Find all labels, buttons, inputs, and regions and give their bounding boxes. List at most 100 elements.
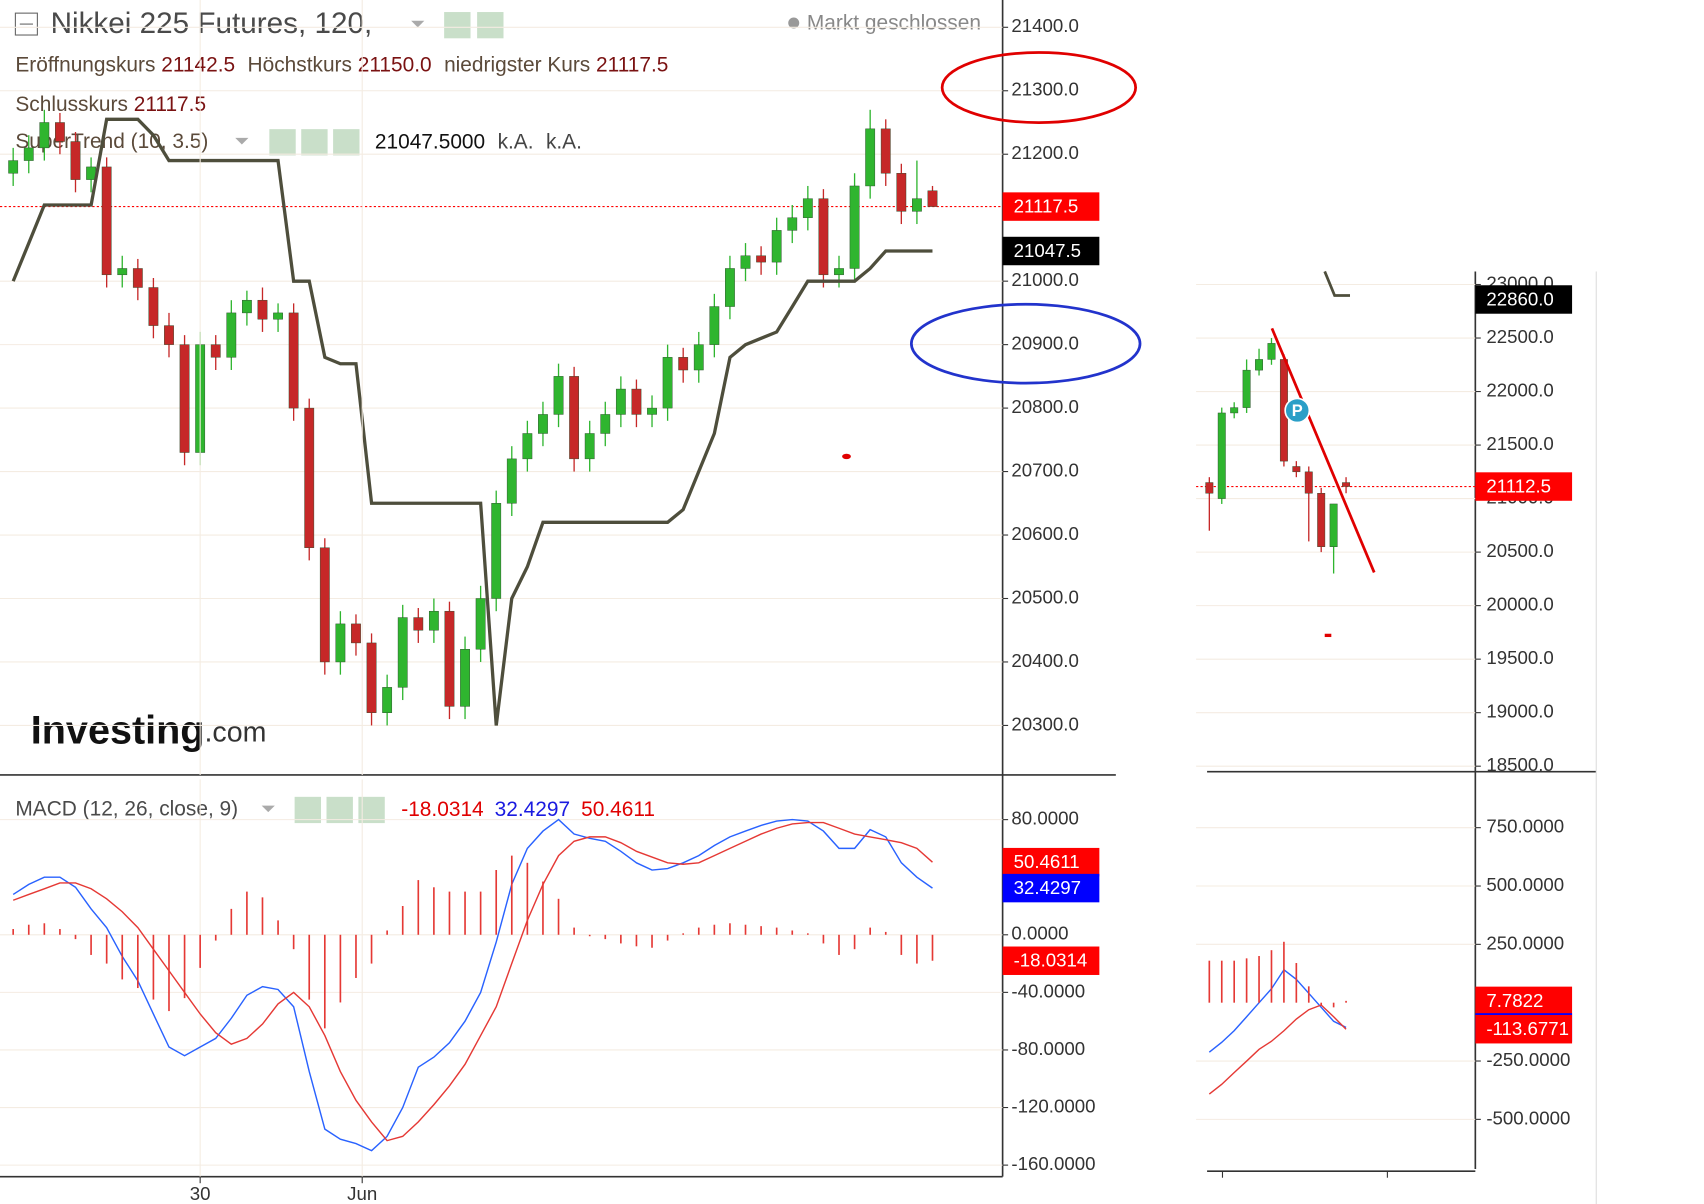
y-tick-label: -160.0000 xyxy=(1011,1153,1095,1174)
y-tick-label: 20500.0 xyxy=(1011,586,1078,607)
visibility-icon[interactable] xyxy=(294,796,322,824)
indicator-value: k.A. xyxy=(498,130,534,153)
y-tick-label: 250.0000 xyxy=(1486,932,1564,953)
indicator-line xyxy=(11,117,933,726)
legend-label: niedrigster Kurs xyxy=(444,53,590,76)
legend-value: 21142.5 xyxy=(161,53,235,76)
price-tag xyxy=(1475,986,1573,1016)
price-tag xyxy=(1002,236,1100,266)
price-tag xyxy=(1475,1014,1573,1044)
settings-icon[interactable] xyxy=(301,129,328,156)
y-tick-label: 19000.0 xyxy=(1486,701,1553,722)
candle-body xyxy=(257,299,268,320)
plots: 21400.0 21300.0 21200.0 21000.0 20900.0 20800… xyxy=(0,0,1573,1204)
indicator-value: -18.0314 xyxy=(401,797,483,820)
remove-icon[interactable] xyxy=(358,796,385,824)
candle-body xyxy=(70,141,81,180)
indicator-values: 21047.5000 k.A. k.A. xyxy=(375,130,582,153)
marker[interactable] xyxy=(1284,397,1311,424)
settings-icon[interactable] xyxy=(477,12,504,39)
candle-body xyxy=(1217,412,1226,499)
settings-icon[interactable] xyxy=(326,796,353,824)
candle-body xyxy=(397,617,408,688)
indicator-value: 21047.5000 xyxy=(375,130,485,153)
candle-body xyxy=(210,344,221,358)
market-status: Markt geschlossen xyxy=(807,12,981,35)
dropdown-arrow[interactable] xyxy=(411,20,425,28)
candle-body xyxy=(288,312,299,409)
series-line xyxy=(12,821,933,1142)
legend-value: 21150.0 xyxy=(358,53,432,76)
candle-body xyxy=(39,122,50,149)
y-tick-label: 20600.0 xyxy=(1011,523,1078,544)
y-tick-label: 22000.0 xyxy=(1486,379,1553,400)
candle-body xyxy=(506,458,517,504)
marker-label: P xyxy=(1292,402,1303,420)
visibility-icon[interactable] xyxy=(444,12,471,39)
y-tick-label: -500.0000 xyxy=(1486,1107,1570,1128)
y-tick-label: 20000.0 xyxy=(1486,594,1553,615)
y-tick-label: 500.0000 xyxy=(1486,874,1564,895)
candle-body xyxy=(802,198,813,218)
candle-body xyxy=(569,376,580,460)
y-tick-label: 20700.0 xyxy=(1011,460,1078,481)
y-tick-label: 18500.0 xyxy=(1486,754,1553,775)
candle-body xyxy=(1255,359,1263,371)
watermark-suffix: .com xyxy=(204,716,266,748)
candle-body xyxy=(491,503,502,599)
annotation-dot xyxy=(1324,633,1332,638)
candle-body xyxy=(538,414,548,434)
candle-body xyxy=(428,610,439,631)
series-line xyxy=(12,818,933,1152)
candle-body xyxy=(522,433,533,460)
annotation-ellipse xyxy=(909,302,1142,385)
candle-body xyxy=(725,268,735,307)
collapse-icon[interactable] xyxy=(14,12,38,36)
indicator-value: k.A. xyxy=(546,130,582,153)
candle-body xyxy=(164,325,174,345)
candle-body xyxy=(117,268,128,276)
candle-body xyxy=(101,166,112,276)
trend-line xyxy=(1270,327,1376,573)
price-tag-label: 7.7822 xyxy=(1486,990,1543,1011)
price-tag xyxy=(1002,192,1100,221)
candle-body xyxy=(553,376,564,415)
price-tag-label: 22860.0 xyxy=(1486,289,1553,310)
candle-body xyxy=(600,414,611,434)
dropdown-arrow[interactable] xyxy=(235,137,249,145)
candle-body xyxy=(475,598,486,650)
chart-title: Nikkei 225 Futures, 120, xyxy=(51,7,373,40)
candle-body xyxy=(55,122,65,142)
candle-body xyxy=(86,166,96,180)
candle-body xyxy=(148,287,159,326)
candle-body xyxy=(834,268,844,276)
remove-icon[interactable] xyxy=(333,129,360,156)
candle-body xyxy=(304,407,315,548)
status-dot xyxy=(788,17,800,29)
candle-body xyxy=(226,312,237,358)
indicator-name: MACD (12, 26, close, 9) xyxy=(15,797,238,820)
candle-body xyxy=(273,312,283,320)
price-tag-label: 32.4297 xyxy=(1014,877,1081,898)
candle-body xyxy=(23,147,34,161)
y-tick-label: 0.0000 xyxy=(1011,923,1068,944)
price-tag-label: -113.6771 xyxy=(1486,1018,1569,1039)
series-line xyxy=(1208,1004,1347,1095)
y-tick-label: 21500.0 xyxy=(1486,433,1553,454)
visibility-icon[interactable] xyxy=(269,129,296,156)
candle-body xyxy=(132,268,143,288)
candle-body xyxy=(631,388,642,415)
y-tick-label: 22500.0 xyxy=(1486,326,1553,347)
y-tick-label: -40.0000 xyxy=(1011,980,1085,1001)
candle-body xyxy=(584,433,595,460)
candle-body xyxy=(444,610,455,707)
candle-body xyxy=(647,407,657,415)
dropdown-arrow[interactable] xyxy=(261,805,275,813)
candle-body xyxy=(880,128,891,174)
indicator-values: -18.0314 32.4297 50.4611 xyxy=(401,797,655,820)
candle-body xyxy=(1304,471,1313,494)
y-tick-label: 20400.0 xyxy=(1011,650,1078,671)
x-tick-label: 30 xyxy=(190,1183,211,1204)
candle-body xyxy=(912,198,922,212)
